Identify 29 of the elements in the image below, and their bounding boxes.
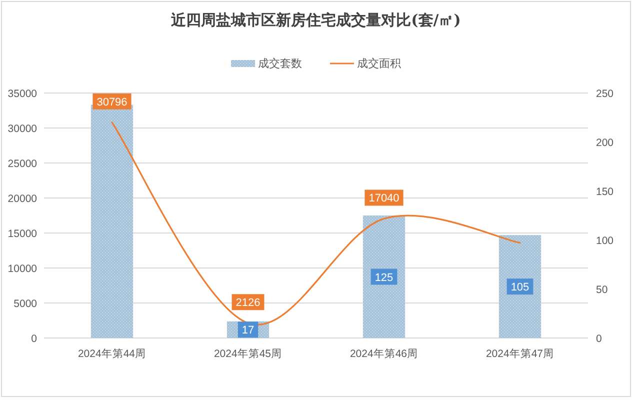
y-tick-label: 30000 — [8, 123, 38, 135]
x-tick-label: 2024年第45周 — [214, 348, 282, 360]
y2-tick-label: 150 — [596, 186, 614, 198]
x-tick-label: 2024年第44周 — [78, 348, 146, 360]
data-label: 30796 — [96, 96, 128, 108]
data-label: 2126 — [236, 297, 260, 310]
y2-tick-label: 100 — [596, 235, 614, 247]
chart-title: 近四周盐城市区新房住宅成交量对比(套/㎡) — [170, 11, 461, 29]
y-tick-label: 25000 — [8, 158, 38, 170]
y-tick-label: 15000 — [8, 228, 38, 240]
y-tick-label: 0 — [31, 333, 38, 345]
y-tick-label: 10000 — [8, 263, 38, 275]
data-label: 17040 — [368, 192, 400, 205]
y2-tick-label: 50 — [596, 284, 608, 296]
x-tick-label: 2024年第46周 — [350, 348, 418, 360]
data-label: 17 — [242, 324, 254, 337]
bar — [498, 235, 542, 338]
y-tick-label: 20000 — [8, 193, 38, 205]
y-tick-label: 5000 — [14, 298, 38, 310]
legend-label: 成交面积 — [357, 57, 401, 70]
y2-tick-label: 0 — [596, 333, 602, 345]
bar — [362, 216, 406, 338]
data-label: 105 — [510, 282, 530, 294]
x-tick-label: 2024年第47周 — [486, 348, 554, 360]
y-tick-label: 35000 — [8, 88, 38, 100]
y2-tick-label: 250 — [596, 88, 614, 100]
legend-label: 成交套数 — [258, 57, 302, 70]
data-label: 125 — [374, 272, 394, 284]
y2-tick-label: 200 — [596, 137, 614, 149]
